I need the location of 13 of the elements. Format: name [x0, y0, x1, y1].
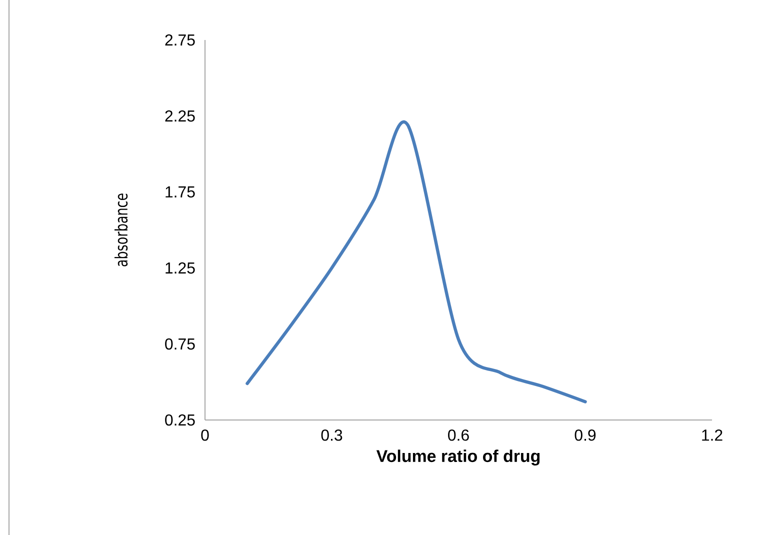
x-tick-label: 1.2	[702, 430, 722, 441]
y-tick-label: 2.75	[165, 34, 195, 46]
x-tick-label: 0.9	[574, 430, 596, 441]
x-tick-label: 0	[201, 430, 209, 441]
y-tick-label: 0.25	[165, 414, 195, 426]
x-axis-title: Volume ratio of drug	[376, 450, 540, 466]
y-tick-label: 1.25	[166, 262, 195, 274]
y-axis-title: absorbance	[114, 194, 128, 266]
y-tick-label: 1.75	[166, 186, 195, 198]
x-tick-label: 0.3	[321, 430, 342, 441]
x-tick-label: 0.6	[448, 430, 469, 441]
y-tick-label: 2.25	[165, 110, 195, 122]
y-tick-label: 0.75	[165, 338, 195, 350]
